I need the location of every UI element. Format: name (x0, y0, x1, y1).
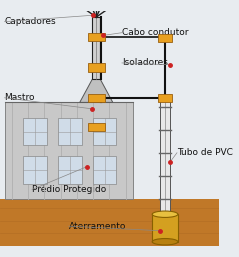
Bar (160, 98, 170, 212)
Text: Prédio Protegido: Prédio Protegido (32, 185, 106, 194)
Bar (87, 63, 105, 72)
Bar (58, 118, 81, 145)
Polygon shape (80, 79, 113, 102)
Text: Cabo condutor: Cabo condutor (122, 28, 188, 37)
Text: Mastro: Mastro (5, 93, 35, 102)
Bar (58, 157, 81, 184)
Text: Captadores: Captadores (5, 17, 56, 26)
Bar (87, 94, 105, 102)
Bar (5, 102, 133, 199)
Bar (158, 94, 172, 102)
Bar (158, 34, 172, 42)
Bar (152, 214, 178, 242)
Text: Aterramento: Aterramento (69, 222, 126, 231)
Ellipse shape (152, 238, 178, 245)
Bar (92, 157, 116, 184)
Bar (0, 199, 219, 246)
Ellipse shape (152, 211, 178, 217)
Bar (92, 17, 100, 79)
Bar (23, 118, 47, 145)
Bar (87, 123, 105, 131)
Bar (87, 33, 105, 41)
Bar (23, 157, 47, 184)
Bar (92, 118, 116, 145)
Text: Tubo de PVC: Tubo de PVC (177, 148, 233, 157)
Text: Isoladores: Isoladores (122, 58, 168, 67)
